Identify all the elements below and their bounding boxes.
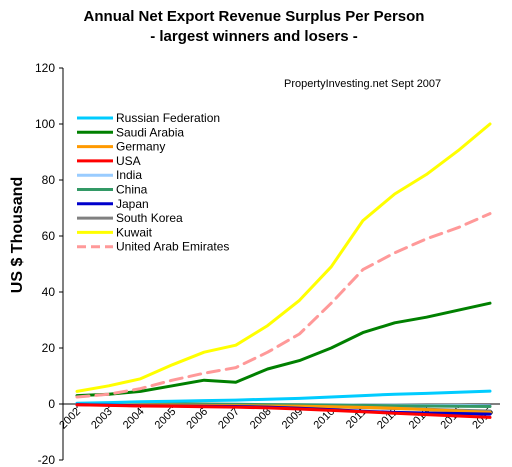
y-tick-label: 20 (42, 341, 56, 355)
x-tick-label: 2002 (57, 406, 83, 432)
legend-label: United Arab Emirates (116, 240, 229, 254)
series-line (75, 122, 492, 393)
legend-label: Germany (116, 140, 165, 154)
x-tick-label: 2006 (184, 406, 210, 432)
y-tick-label: 120 (35, 61, 55, 75)
series-line (75, 301, 492, 398)
y-tick-label: -20 (38, 453, 56, 467)
x-tick-label: 2007 (216, 406, 242, 432)
series-line (75, 212, 492, 399)
legend-label: Russian Federation (116, 111, 220, 125)
chart-subtitle: - largest winners and losers - (150, 28, 358, 45)
x-tick-label: 2003 (89, 406, 115, 432)
legend-label: South Korea (116, 211, 183, 225)
x-tick-label: 2005 (153, 406, 179, 432)
x-tick-label: 2004 (121, 406, 147, 432)
legend-label: India (116, 168, 142, 182)
y-tick-label: 40 (42, 285, 56, 299)
legend-label: Kuwait (116, 225, 153, 239)
legend-label: Saudi Arabia (116, 125, 184, 139)
y-tick-label: 100 (35, 117, 55, 131)
legend-label: Japan (116, 197, 149, 211)
legend-label: China (116, 183, 148, 197)
y-axis-title: US $ Thousand (9, 177, 26, 293)
x-tick-label: 2008 (248, 406, 274, 432)
y-tick-label: 60 (42, 229, 56, 243)
series-line (75, 403, 492, 419)
series-line (75, 389, 492, 405)
y-tick-label: 80 (42, 173, 56, 187)
source-annotation: PropertyInvesting.net Sept 2007 (284, 78, 441, 90)
legend-label: USA (116, 154, 141, 168)
chart-title: Annual Net Export Revenue Surplus Per Pe… (84, 8, 425, 25)
y-tick-label: 0 (48, 397, 55, 411)
